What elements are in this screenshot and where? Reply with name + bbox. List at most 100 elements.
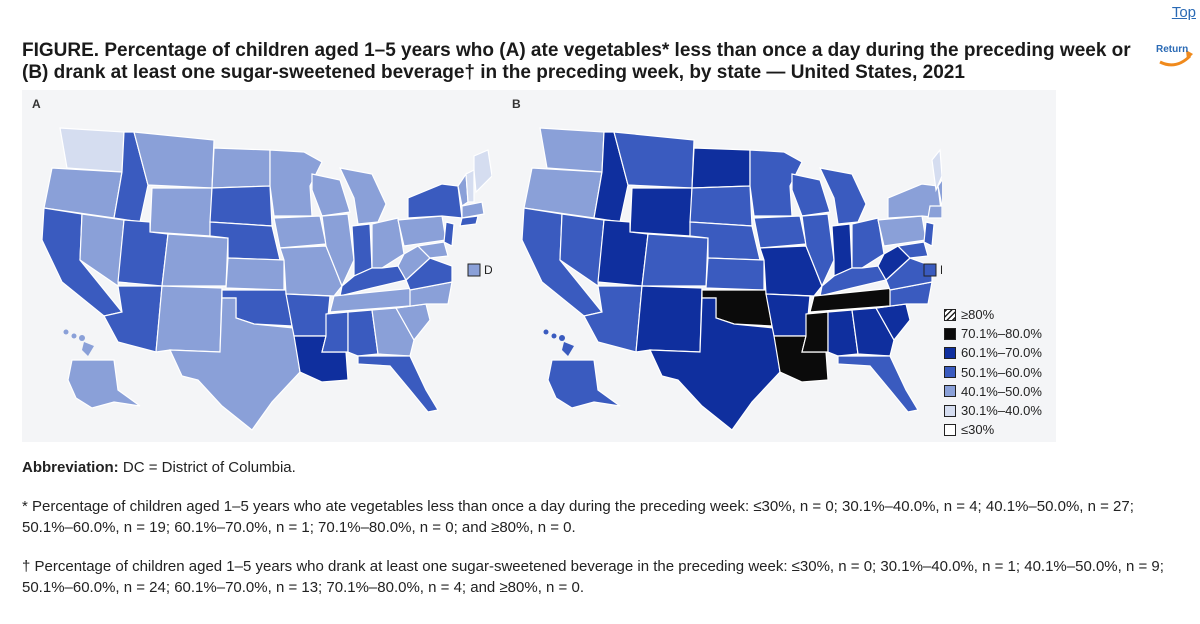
dc-label-b: DC xyxy=(940,263,942,277)
top-link[interactable]: Top xyxy=(1171,4,1196,21)
state-wa xyxy=(539,127,605,173)
legend-swatch xyxy=(944,423,956,436)
state-ar xyxy=(285,293,331,337)
map-a: A xyxy=(32,97,492,431)
state-ia xyxy=(753,215,807,249)
state-nd xyxy=(211,147,271,189)
legend-label: 50.1%–60.0% xyxy=(961,364,1042,380)
figure-title: FIGURE. Percentage of children aged 1–5 … xyxy=(22,40,1132,84)
state-ar xyxy=(765,293,811,337)
figure-label: FIGURE xyxy=(22,40,94,61)
state-mt xyxy=(613,131,695,189)
abbreviation-note: Abbreviation: DC = District of Columbia. xyxy=(22,459,296,476)
dc-swatch-a xyxy=(467,263,481,277)
legend-label: 40.1%–50.0% xyxy=(961,383,1042,399)
state-al xyxy=(347,309,379,357)
state-nh xyxy=(465,169,475,203)
state-mn xyxy=(749,149,803,217)
panel-b-label: B xyxy=(512,97,521,111)
state-me xyxy=(931,148,942,193)
state-co xyxy=(161,233,229,287)
state-co xyxy=(641,233,709,287)
state-wa xyxy=(59,127,125,173)
footnote-star: * Percentage of children aged 1–5 years … xyxy=(22,498,1134,536)
state-az xyxy=(583,285,643,353)
state-ak xyxy=(67,359,141,409)
state-nm xyxy=(635,285,703,353)
state-hi xyxy=(543,329,574,356)
legend-item: 60.1%–70.0% xyxy=(944,343,1064,362)
map-a-states xyxy=(41,127,492,431)
state-mt xyxy=(133,131,215,189)
state-oh xyxy=(371,217,405,269)
state-fl xyxy=(357,355,439,413)
legend-swatch xyxy=(944,366,956,379)
map-b-states xyxy=(521,127,942,431)
state-wy xyxy=(149,187,213,237)
state-nj xyxy=(923,221,935,247)
dc-label-a: DC xyxy=(484,263,492,277)
legend-label: 70.1%–80.0% xyxy=(961,326,1042,342)
state-al xyxy=(827,309,859,357)
state-fl xyxy=(837,355,919,413)
state-nj xyxy=(443,221,455,247)
state-az xyxy=(103,285,163,353)
footnote-dagger: † Percentage of children aged 1–5 years … xyxy=(22,558,1164,596)
legend-swatch xyxy=(944,385,956,398)
state-ks xyxy=(705,257,765,291)
state-md xyxy=(896,241,929,259)
state-in xyxy=(351,223,373,277)
legend-item: 70.1%–80.0% xyxy=(944,324,1064,343)
figure-panel: A xyxy=(22,90,1056,442)
state-ms xyxy=(801,311,829,353)
return-button[interactable]: Return xyxy=(1154,36,1196,70)
abbreviation-text: DC = District of Columbia. xyxy=(118,459,296,476)
state-ia xyxy=(273,215,327,249)
legend-item: 40.1%–50.0% xyxy=(944,382,1064,401)
panel-a-label: A xyxy=(32,97,41,111)
state-pa xyxy=(877,215,927,247)
dc-swatch-b xyxy=(923,263,937,277)
legend-swatch xyxy=(944,327,956,340)
state-il xyxy=(321,213,355,288)
abbreviation-label: Abbreviation: xyxy=(22,459,119,476)
state-me xyxy=(473,149,492,194)
state-wi xyxy=(791,173,831,217)
state-ms xyxy=(321,311,349,353)
state-wy xyxy=(629,187,693,237)
state-nm xyxy=(155,285,223,353)
state-wi xyxy=(311,173,351,217)
return-label: Return xyxy=(1156,44,1189,55)
state-ks xyxy=(225,257,285,291)
legend-swatch xyxy=(944,404,956,417)
legend-item: ≥80% xyxy=(944,305,1064,324)
map-b: B xyxy=(512,97,942,431)
state-md xyxy=(416,241,449,259)
state-il xyxy=(801,213,835,288)
return-arrow-icon xyxy=(1159,50,1193,67)
legend-label: 30.1%–40.0% xyxy=(961,403,1042,419)
legend-swatch-80plus xyxy=(944,308,956,321)
state-hi xyxy=(63,329,94,356)
state-ct xyxy=(459,215,479,227)
legend-label: ≤30% xyxy=(961,422,995,438)
state-oh xyxy=(851,217,885,269)
state-in xyxy=(831,223,853,277)
legend-label: 60.1%–70.0% xyxy=(961,345,1042,361)
state-ak xyxy=(547,359,621,409)
state-mn xyxy=(269,149,323,217)
state-vt xyxy=(937,178,942,207)
state-ma xyxy=(461,201,485,219)
legend-item: ≤30% xyxy=(944,420,1064,439)
state-ny xyxy=(887,183,942,219)
legend-label: ≥80% xyxy=(961,307,995,323)
state-ny xyxy=(407,183,463,219)
state-ga xyxy=(371,307,415,357)
figure-title-text: . Percentage of children aged 1–5 years … xyxy=(22,40,1131,83)
legend-swatch xyxy=(944,346,956,359)
state-sd xyxy=(689,185,753,227)
state-nd xyxy=(691,147,751,189)
state-sd xyxy=(209,185,273,227)
state-ga xyxy=(851,307,895,357)
legend: ≥80% 70.1%–80.0% 60.1%–70.0% 50.1%–60.0%… xyxy=(944,305,1064,439)
